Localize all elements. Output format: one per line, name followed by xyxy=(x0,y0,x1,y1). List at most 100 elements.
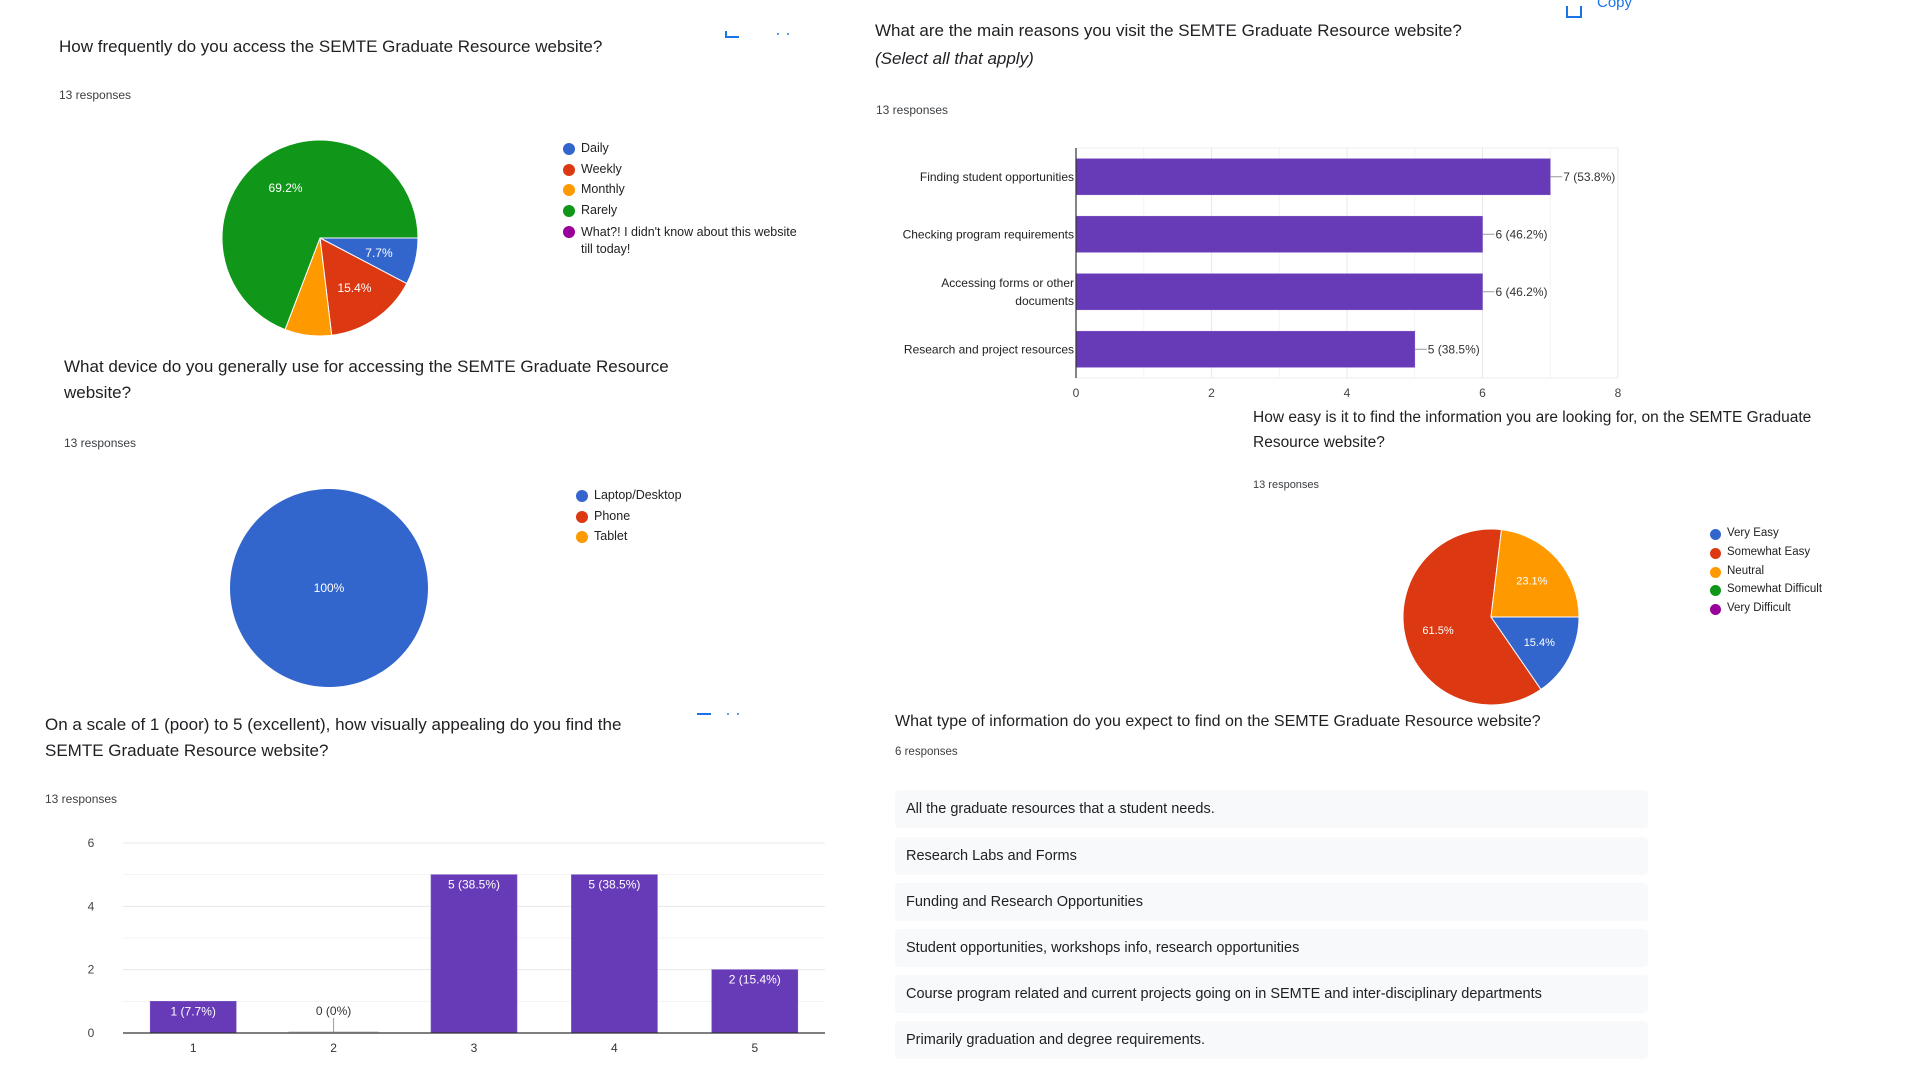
question-title-visual: On a scale of 1 (poor) to 5 (excellent),… xyxy=(45,712,621,764)
legend-swatch-icon xyxy=(563,225,575,238)
y-tick-label: 2 xyxy=(88,963,95,977)
pie-data-label: 7.7% xyxy=(365,246,393,260)
copy-chart-icon-fragment[interactable] xyxy=(697,713,711,715)
legend-item: Rarely xyxy=(563,203,811,224)
y-tick-label: 6 xyxy=(88,836,95,850)
pie-slice-neutral xyxy=(1490,529,1580,618)
question-title-reasons: What are the main reasons you visit the … xyxy=(875,21,1462,40)
text-answer: Primarily graduation and degree requirem… xyxy=(895,1021,1648,1059)
toolbar-dot xyxy=(737,713,739,715)
pie-slice-somewhat-easy xyxy=(1402,528,1542,706)
bar-data-label: 5 (38.5%) xyxy=(1428,342,1480,356)
pie-slice-laptop-desktop xyxy=(230,489,428,687)
x-category-label: 3 xyxy=(471,1041,478,1055)
legend-swatch-icon xyxy=(576,531,588,544)
legend-label: Somewhat Easy xyxy=(1727,545,1811,558)
x-tick-label: 6 xyxy=(1479,386,1486,400)
bar xyxy=(149,1001,237,1034)
legend-swatch-icon xyxy=(563,184,575,197)
pie-chart-ease: 15.4% 61.5% 23.1% xyxy=(1402,528,1580,706)
response-count-device: 13 responses xyxy=(64,436,137,450)
legend-swatch-icon xyxy=(563,205,575,218)
response-count-reasons: 13 responses xyxy=(876,103,949,117)
bar-chart-reasons: 0 2 4 6 8 7 (53.8%) Finding student opportunit… xyxy=(903,147,1622,400)
legend-swatch-icon xyxy=(563,163,575,176)
x-category-label: 4 xyxy=(611,1041,618,1055)
bar xyxy=(1075,273,1483,311)
pie-data-label: 69.2% xyxy=(269,181,303,195)
text-answer: Course program related and current proje… xyxy=(895,975,1648,1013)
bar xyxy=(430,874,518,1034)
text-answer: All the graduate resources that a studen… xyxy=(895,790,1648,828)
y-tick-label: 0 xyxy=(88,1026,95,1040)
x-tick-label: 2 xyxy=(1208,386,1215,400)
response-count-ease: 13 responses xyxy=(1253,479,1320,491)
legend-item: Weekly xyxy=(563,162,811,183)
response-count-frequency: 13 responses xyxy=(59,88,132,102)
legend-label: Neutral xyxy=(1727,564,1765,577)
pie-chart-device: 100% xyxy=(230,489,428,687)
legend-swatch-icon xyxy=(576,490,588,502)
legend-swatch-icon xyxy=(1710,547,1721,559)
legend-item: Somewhat Easy xyxy=(1710,546,1822,565)
bar xyxy=(1075,158,1551,196)
question-title-visual-line1: On a scale of 1 (poor) to 5 (excellent),… xyxy=(45,715,622,734)
bar-data-label: 2 (15.4%) xyxy=(729,973,781,987)
y-category-label: documents xyxy=(1015,294,1074,308)
legend-label: What?! I didn't know about this website … xyxy=(581,224,797,256)
x-category-label: 2 xyxy=(330,1041,337,1055)
pie-chart-frequency: 7.7% 15.4% 69.2% xyxy=(221,139,419,337)
legend-item: Tablet xyxy=(576,529,682,550)
question-title-ease: How easy is it to find the information y… xyxy=(1253,405,1811,455)
copy-icon xyxy=(1566,6,1582,18)
legend-label: Somewhat Difficult xyxy=(1727,583,1823,596)
y-category-label: Checking program requirements xyxy=(903,227,1074,241)
legend-item: Phone xyxy=(576,509,682,530)
bar-data-label: 5 (38.5%) xyxy=(448,878,500,892)
text-answer: Research Labs and Forms xyxy=(895,837,1648,875)
y-category-label: Accessing forms or other xyxy=(941,276,1074,290)
legend-swatch-icon xyxy=(1710,566,1721,578)
legend-item: Neutral xyxy=(1710,565,1822,584)
question-title-ease-line2: Resource website? xyxy=(1253,434,1385,451)
question-title-device-line2: website? xyxy=(64,383,132,402)
legend-swatch-icon xyxy=(576,510,588,523)
legend-label: Weekly xyxy=(581,161,622,176)
bar-data-label: 6 (46.2%) xyxy=(1496,285,1548,299)
legend-item: Very Difficult xyxy=(1710,602,1822,621)
copy-chart-icon-fragment xyxy=(725,31,727,37)
y-tick-label: 4 xyxy=(88,899,95,913)
y-category-label: Research and project resources xyxy=(904,342,1074,356)
legend-ease: Very Easy Somewhat Easy Neutral Somewhat Di… xyxy=(1710,527,1822,621)
x-tick-label: 0 xyxy=(1073,386,1080,400)
legend-swatch-icon xyxy=(563,143,575,155)
legend-item: Daily xyxy=(563,141,811,162)
question-title-visual-line2: SEMTE Graduate Resource website? xyxy=(45,741,329,760)
legend-label: Rarely xyxy=(581,203,618,218)
legend-swatch-icon xyxy=(1710,585,1721,597)
text-answer: Student opportunities, workshops info, r… xyxy=(895,929,1648,967)
pie-slice-weekly xyxy=(319,237,408,336)
response-count-visual: 13 responses xyxy=(45,792,118,806)
toolbar-dot xyxy=(787,33,789,35)
pie-data-label: 23.1% xyxy=(1516,576,1547,588)
bar-data-label: 1 (7.7%) xyxy=(171,1004,216,1018)
copy-chart-icon-fragment[interactable] xyxy=(725,36,739,38)
legend-label: Laptop/Desktop xyxy=(594,488,682,502)
legend-swatch-icon xyxy=(1710,529,1721,540)
question-title-ease-line1: How easy is it to find the information y… xyxy=(1253,409,1812,426)
bar xyxy=(571,874,658,1034)
legend-label: Daily xyxy=(581,141,609,155)
text-answer: Funding and Research Opportunities xyxy=(895,883,1648,921)
pie-slice-rarely xyxy=(221,139,419,331)
legend-item: Monthly xyxy=(563,182,811,203)
toolbar-dot xyxy=(777,33,779,35)
x-category-label: 1 xyxy=(190,1041,197,1055)
question-title-expect: What type of information do you expect t… xyxy=(895,713,1541,730)
question-title-frequency: How frequently do you access the SEMTE G… xyxy=(59,37,603,56)
bar-data-label: 0 (0%) xyxy=(316,1004,351,1018)
legend-label: Tablet xyxy=(594,529,628,544)
question-title-device-line1: What device do you generally use for acc… xyxy=(64,357,669,376)
bar-data-label: 6 (46.2%) xyxy=(1496,227,1548,241)
legend-label: Monthly xyxy=(581,182,625,197)
